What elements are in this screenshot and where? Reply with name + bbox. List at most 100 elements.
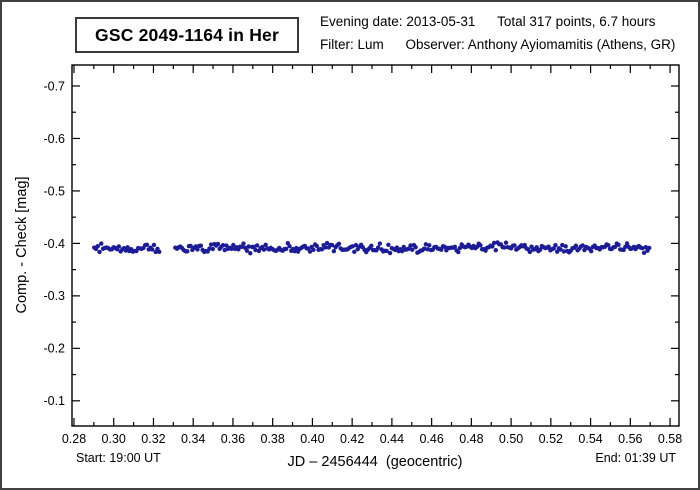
y-tick-label: -0.6 [43,132,65,146]
data-point [215,241,221,247]
data-point [546,244,551,249]
data-point [537,247,543,252]
data-point [323,245,328,250]
data-point [386,242,391,248]
data-point [99,241,104,246]
x-tick-label: 0.40 [300,432,324,446]
data-point [151,242,157,248]
y-tick-label: -0.3 [43,289,65,303]
header-line-2: Filter: Lum Observer: Anthony Ayiomamiti… [320,37,675,52]
data-point [248,251,253,256]
data-point [253,247,258,253]
data-point [207,246,212,251]
plot-frame [71,64,680,427]
data-point [589,248,594,254]
data-point [423,242,429,247]
y-tick-label: -0.1 [43,394,65,408]
x-tick-label: 0.44 [380,432,404,446]
data-point [606,242,611,248]
data-point [353,242,359,248]
start-time-label: Start: 19:00 UT [76,451,161,465]
data-point [558,247,563,252]
data-point [640,245,645,251]
data-point [641,250,647,255]
data-point [239,244,244,250]
data-point [439,247,444,252]
data-point [263,242,268,248]
x-tick-label: 0.52 [539,432,563,446]
data-point [421,246,427,251]
data-point [493,248,498,253]
data-point [261,247,267,252]
data-point [352,249,357,255]
data-point [553,242,558,248]
data-point [231,242,236,248]
page-title: GSC 2049-1164 in Her [95,24,279,45]
data-point [314,243,319,249]
y-tick-label: -0.5 [43,184,65,198]
evening-date-text: Evening date: 2013-05-31 [320,14,476,29]
data-point [623,244,628,250]
x-tick-label: 0.46 [419,432,443,446]
data-point [456,249,461,255]
data-point [244,248,250,253]
data-point [512,243,517,248]
data-point [307,249,313,254]
data-point [95,244,100,249]
data-point [410,247,415,252]
title-box: GSC 2049-1164 in Her [75,17,299,53]
x-tick-label: 0.48 [459,432,483,446]
data-point [294,245,299,251]
data-point [195,247,200,252]
data-point [324,240,330,246]
data-point [246,244,251,249]
data-point [387,250,393,256]
data-point [123,248,129,253]
y-axis-ticks [72,85,679,402]
y-axis-title: Comp. - Check [mag] [14,176,30,314]
data-point [551,246,556,251]
data-point [150,247,155,252]
data-point [210,246,216,252]
data-point [350,244,355,249]
x-axis-ticks [73,65,671,426]
data-point [522,242,527,248]
data-point [116,244,122,249]
data-point [375,245,381,250]
data-point [502,245,507,250]
data-point [457,245,463,251]
data-point [427,243,432,248]
y-tick-label: -0.7 [43,79,65,93]
data-point [647,245,652,251]
total-points-text: Total 317 points, 6.7 hours [497,14,656,29]
data-point [425,247,430,252]
data-point [561,249,567,254]
y-tick-label: -0.4 [43,237,65,251]
data-point [319,247,325,252]
data-point [534,245,539,250]
data-point [224,243,229,248]
x-tick-label: 0.38 [261,432,285,446]
data-point [254,243,260,248]
data-point [612,244,618,250]
x-tick-label: 0.54 [578,432,602,446]
y-tick-label: -0.2 [43,342,65,356]
data-point [208,242,214,247]
data-point [198,243,204,248]
y-tick-labels: -0.7 -0.6 -0.5 -0.4 -0.3 -0.2 -0.1 [43,79,65,408]
data-point [222,247,227,253]
x-axis-title: JD – 2456444 (geocentric) [287,454,463,470]
data-point [490,244,495,249]
data-point [554,249,560,254]
x-tick-label: 0.58 [658,432,682,446]
header-line-1: Evening date: 2013-05-31 Total 317 point… [320,14,656,29]
data-point [624,241,630,246]
observer-text: Observer: Anthony Ayiomamitis (Athens, G… [405,37,676,52]
data-point [399,248,405,254]
data-point [408,243,413,248]
data-point [369,243,374,248]
data-point [573,243,579,248]
data-point [185,249,190,254]
